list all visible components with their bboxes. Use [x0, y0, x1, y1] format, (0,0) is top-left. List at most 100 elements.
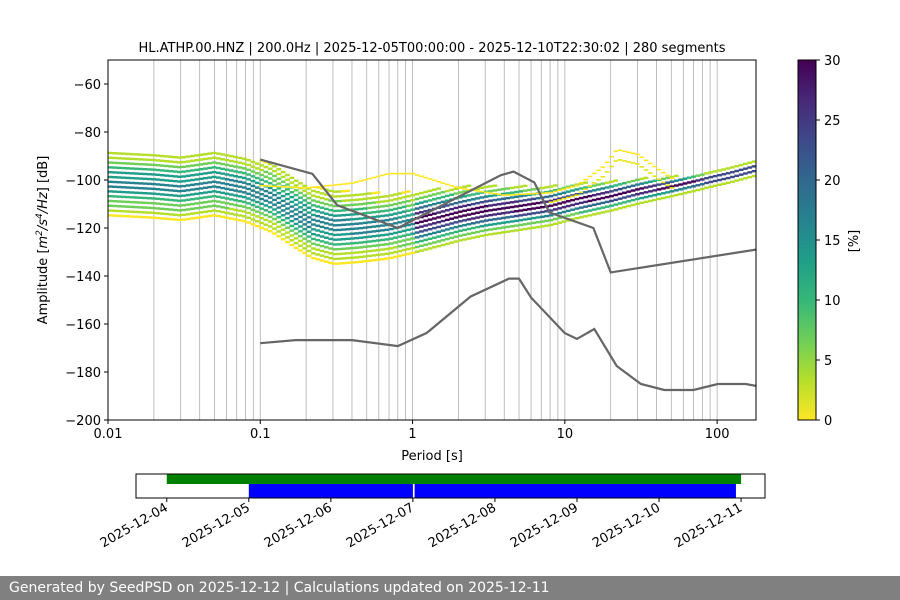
heatmap-cell — [436, 220, 442, 224]
heatmap-cell — [250, 175, 256, 178]
heatmap-cell — [246, 163, 251, 167]
heatmap-cell — [371, 239, 377, 243]
heatmap-cell — [302, 213, 308, 216]
heatmap-cell — [336, 219, 342, 222]
heatmap-cell — [332, 219, 338, 222]
heatmap-cell — [509, 191, 515, 194]
heatmap-cell — [263, 161, 269, 164]
heatmap-cell — [311, 189, 316, 193]
heatmap-cell — [561, 205, 567, 209]
heatmap-cell — [492, 184, 498, 187]
heatmap-cell — [194, 202, 200, 205]
heatmap-cell — [393, 236, 398, 239]
heatmap-cell — [665, 181, 670, 184]
heatmap-cell — [324, 241, 329, 244]
heatmap-cell — [181, 160, 187, 164]
heatmap-cell — [354, 256, 359, 259]
heatmap-cell — [444, 194, 450, 198]
heatmap-cell — [522, 223, 528, 226]
heatmap-cell — [181, 189, 187, 193]
heatmap-cell — [609, 209, 614, 212]
heatmap-cell — [138, 215, 143, 219]
heatmap-cell — [522, 213, 528, 216]
heatmap-cell — [276, 220, 282, 224]
heatmap-cell — [190, 178, 195, 182]
heatmap-cell — [652, 193, 658, 197]
heatmap-cell — [544, 186, 550, 189]
heatmap-cell — [747, 175, 753, 179]
heatmap-cell — [315, 190, 321, 194]
heatmap-cell — [436, 216, 442, 219]
heatmap-cell — [492, 192, 498, 195]
heatmap-cell — [358, 255, 364, 259]
heatmap-cell — [216, 157, 221, 160]
heatmap-cell — [319, 225, 325, 229]
heatmap-cell — [298, 244, 303, 247]
heatmap-cell — [319, 244, 325, 248]
heatmap-cell — [367, 177, 372, 180]
heatmap-cell — [466, 237, 472, 240]
heatmap-cell — [203, 196, 208, 199]
heatmap-cell — [660, 196, 666, 200]
heatmap-cell — [401, 205, 407, 209]
heatmap-cell — [259, 183, 264, 186]
heatmap-cell — [358, 246, 364, 249]
heatmap-cell — [384, 243, 390, 246]
heatmap-cell — [220, 158, 226, 161]
heatmap-cell — [401, 191, 407, 194]
heatmap-cell — [142, 182, 148, 185]
heatmap-cell — [306, 187, 312, 190]
heatmap-cell — [259, 202, 264, 205]
heatmap-cell — [228, 174, 234, 177]
heatmap-cell — [133, 210, 139, 214]
heatmap-cell — [669, 187, 675, 189]
heatmap-cell — [578, 192, 584, 195]
y-tick-label: −100 — [65, 174, 101, 189]
heatmap-cell — [207, 209, 213, 213]
heatmap-cell — [457, 220, 463, 223]
heatmap-cell — [220, 182, 226, 185]
heatmap-cell — [349, 182, 355, 184]
heatmap-cell — [565, 219, 571, 222]
heatmap-cell — [393, 193, 398, 196]
heatmap-cell — [311, 213, 316, 217]
heatmap-cell — [272, 203, 277, 206]
heatmap-cell — [293, 193, 299, 197]
heatmap-cell — [531, 202, 537, 205]
heatmap-cell — [406, 247, 411, 251]
heatmap-cell — [289, 176, 295, 180]
heatmap-cell — [453, 206, 459, 210]
x-tick-label: 1 — [408, 427, 416, 442]
heatmap-cell — [449, 236, 454, 240]
heatmap-cell — [120, 176, 126, 179]
footer-text: Generated by SeedPSD on 2025-12-12 | Cal… — [9, 580, 550, 596]
heatmap-cell — [345, 204, 351, 207]
heatmap-cell — [643, 195, 649, 199]
heatmap-cell — [224, 187, 230, 191]
heatmap-cell — [470, 236, 476, 239]
heatmap-cell — [311, 252, 316, 255]
heatmap-cell — [302, 194, 308, 197]
heatmap-cell — [712, 184, 718, 187]
heatmap-cell — [747, 166, 753, 169]
heatmap-cell — [285, 226, 290, 229]
heatmap-cell — [233, 165, 238, 168]
heatmap-cell — [488, 192, 493, 194]
heatmap-cell — [332, 257, 338, 261]
y-tick-label: −140 — [65, 270, 101, 285]
heatmap-cell — [263, 170, 269, 174]
heatmap-cell — [432, 202, 437, 206]
heatmap-cell — [280, 190, 286, 193]
heatmap-cell — [444, 189, 450, 193]
heatmap-cell — [190, 207, 195, 211]
heatmap-cell — [155, 216, 161, 220]
heatmap-cell — [669, 177, 675, 180]
colorbar-tick-label: 30 — [824, 54, 841, 69]
heatmap-cell — [211, 214, 217, 217]
heatmap-cell — [432, 226, 437, 230]
heatmap-cell — [298, 234, 303, 238]
heatmap-cell — [254, 186, 260, 189]
heatmap-cell — [738, 163, 744, 167]
period-axis-ticks: 0.01 0.1 1 10 100 — [94, 420, 730, 442]
heatmap-cell — [717, 174, 722, 177]
